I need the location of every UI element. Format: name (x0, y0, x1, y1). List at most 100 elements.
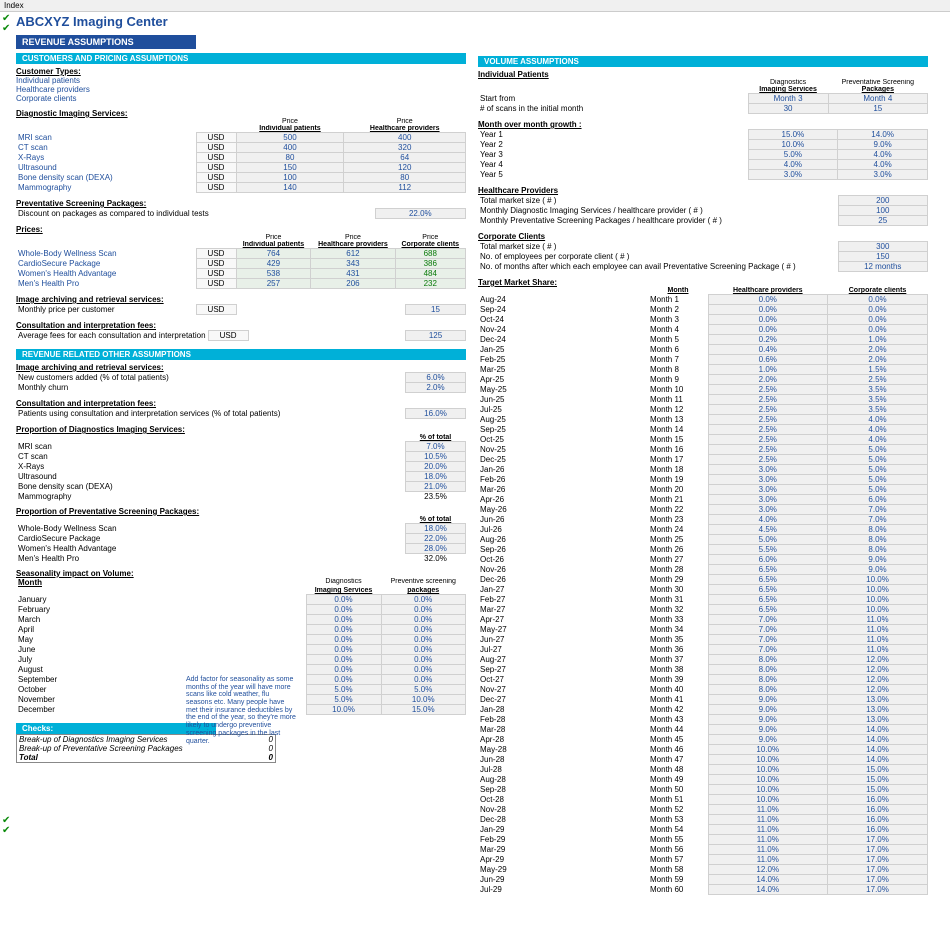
ms-cc[interactable]: 11.0% (828, 615, 928, 625)
ms-cc[interactable]: 0.0% (828, 325, 928, 335)
season-diag[interactable]: 0.0% (306, 675, 381, 685)
ms-hp[interactable]: 2.5% (708, 425, 828, 435)
ms-hp[interactable]: 6.5% (708, 565, 828, 575)
price-ip[interactable]: 100 (236, 173, 344, 183)
ms-cc[interactable]: 2.0% (828, 355, 928, 365)
ms-hp[interactable]: 2.5% (708, 405, 828, 415)
ms-cc[interactable]: 12.0% (828, 685, 928, 695)
year-prev[interactable]: 4.0% (838, 160, 928, 170)
season-diag[interactable]: 10.0% (306, 705, 381, 715)
ms-hp[interactable]: 2.5% (708, 385, 828, 395)
ms-cc[interactable]: 1.5% (828, 365, 928, 375)
ms-hp[interactable]: 2.5% (708, 415, 828, 425)
ms-hp[interactable]: 3.0% (708, 495, 828, 505)
ms-hp[interactable]: 7.0% (708, 635, 828, 645)
ms-hp[interactable]: 9.0% (708, 725, 828, 735)
ms-cc[interactable]: 11.0% (828, 645, 928, 655)
ms-hp[interactable]: 4.5% (708, 525, 828, 535)
ms-cc[interactable]: 17.0% (828, 835, 928, 845)
churn-value[interactable]: 2.0% (406, 383, 466, 393)
price-hp[interactable]: 64 (344, 153, 466, 163)
ms-cc[interactable]: 8.0% (828, 545, 928, 555)
ms-hp[interactable]: 6.5% (708, 575, 828, 585)
ms-hp[interactable]: 10.0% (708, 765, 828, 775)
year-diag[interactable]: 5.0% (748, 150, 838, 160)
price-hp[interactable]: 112 (344, 183, 466, 193)
propprev-val[interactable]: 22.0% (406, 534, 466, 544)
ms-cc[interactable]: 7.0% (828, 515, 928, 525)
ms-cc[interactable]: 14.0% (828, 745, 928, 755)
ms-hp[interactable]: 9.0% (708, 735, 828, 745)
ms-cc[interactable]: 13.0% (828, 715, 928, 725)
ms-cc[interactable]: 4.0% (828, 425, 928, 435)
price-ip[interactable]: 500 (236, 133, 344, 143)
ms-hp[interactable]: 0.0% (708, 295, 828, 305)
ms-hp[interactable]: 10.0% (708, 785, 828, 795)
season-prev[interactable]: 0.0% (381, 625, 466, 635)
ms-hp[interactable]: 2.5% (708, 435, 828, 445)
ms-cc[interactable]: 10.0% (828, 585, 928, 595)
ms-hp[interactable]: 0.6% (708, 355, 828, 365)
season-diag[interactable]: 0.0% (306, 615, 381, 625)
scans-diag[interactable]: 30 (748, 104, 828, 114)
ms-cc[interactable]: 12.0% (828, 655, 928, 665)
season-prev[interactable]: 0.0% (381, 595, 466, 605)
ms-hp[interactable]: 10.0% (708, 755, 828, 765)
ms-cc[interactable]: 12.0% (828, 675, 928, 685)
ms-hp[interactable]: 3.0% (708, 505, 828, 515)
season-prev[interactable]: 0.0% (381, 605, 466, 615)
ms-cc[interactable]: 8.0% (828, 525, 928, 535)
season-prev[interactable]: 0.0% (381, 635, 466, 645)
newcust-value[interactable]: 6.0% (406, 373, 466, 383)
archive-value[interactable]: 15 (406, 305, 466, 315)
year-prev[interactable]: 9.0% (838, 140, 928, 150)
ms-cc[interactable]: 14.0% (828, 725, 928, 735)
corp-mon-val[interactable]: 12 months (838, 262, 928, 272)
ms-cc[interactable]: 10.0% (828, 575, 928, 585)
ms-cc[interactable]: 5.0% (828, 475, 928, 485)
ms-cc[interactable]: 1.0% (828, 335, 928, 345)
ms-hp[interactable]: 7.0% (708, 615, 828, 625)
ms-hp[interactable]: 3.0% (708, 465, 828, 475)
ms-hp[interactable]: 0.0% (708, 315, 828, 325)
ms-hp[interactable]: 0.4% (708, 345, 828, 355)
ms-cc[interactable]: 15.0% (828, 775, 928, 785)
ms-cc[interactable]: 15.0% (828, 765, 928, 775)
ms-cc[interactable]: 8.0% (828, 535, 928, 545)
ms-cc[interactable]: 5.0% (828, 485, 928, 495)
ms-cc[interactable]: 6.0% (828, 495, 928, 505)
ms-cc[interactable]: 0.0% (828, 305, 928, 315)
ms-cc[interactable]: 14.0% (828, 755, 928, 765)
season-diag[interactable]: 0.0% (306, 645, 381, 655)
ms-cc[interactable]: 5.0% (828, 455, 928, 465)
season-diag[interactable]: 5.0% (306, 685, 381, 695)
ms-hp[interactable]: 5.0% (708, 535, 828, 545)
year-diag[interactable]: 4.0% (748, 160, 838, 170)
season-diag[interactable]: 0.0% (306, 595, 381, 605)
ms-cc[interactable]: 4.0% (828, 435, 928, 445)
ms-hp[interactable]: 11.0% (708, 825, 828, 835)
season-diag[interactable]: 0.0% (306, 605, 381, 615)
scans-prev[interactable]: 15 (828, 104, 927, 114)
ms-hp[interactable]: 0.0% (708, 305, 828, 315)
ms-hp[interactable]: 8.0% (708, 685, 828, 695)
year-diag[interactable]: 3.0% (748, 170, 838, 180)
season-prev[interactable]: 10.0% (381, 695, 466, 705)
ms-cc[interactable]: 3.5% (828, 405, 928, 415)
season-prev[interactable]: 0.0% (381, 655, 466, 665)
ms-cc[interactable]: 17.0% (828, 855, 928, 865)
ms-hp[interactable]: 10.0% (708, 745, 828, 755)
ms-hp[interactable]: 14.0% (708, 875, 828, 885)
price-ip[interactable]: 400 (236, 143, 344, 153)
ms-hp[interactable]: 3.0% (708, 485, 828, 495)
propdiag-val[interactable]: 21.0% (406, 482, 466, 492)
price-hp[interactable]: 320 (344, 143, 466, 153)
season-prev[interactable]: 0.0% (381, 665, 466, 675)
price-hp[interactable]: 80 (344, 173, 466, 183)
ms-cc[interactable]: 5.0% (828, 445, 928, 455)
ms-cc[interactable]: 14.0% (828, 735, 928, 745)
ms-cc[interactable]: 11.0% (828, 635, 928, 645)
ms-hp[interactable]: 6.5% (708, 595, 828, 605)
price-hp[interactable]: 120 (344, 163, 466, 173)
ms-hp[interactable]: 7.0% (708, 625, 828, 635)
